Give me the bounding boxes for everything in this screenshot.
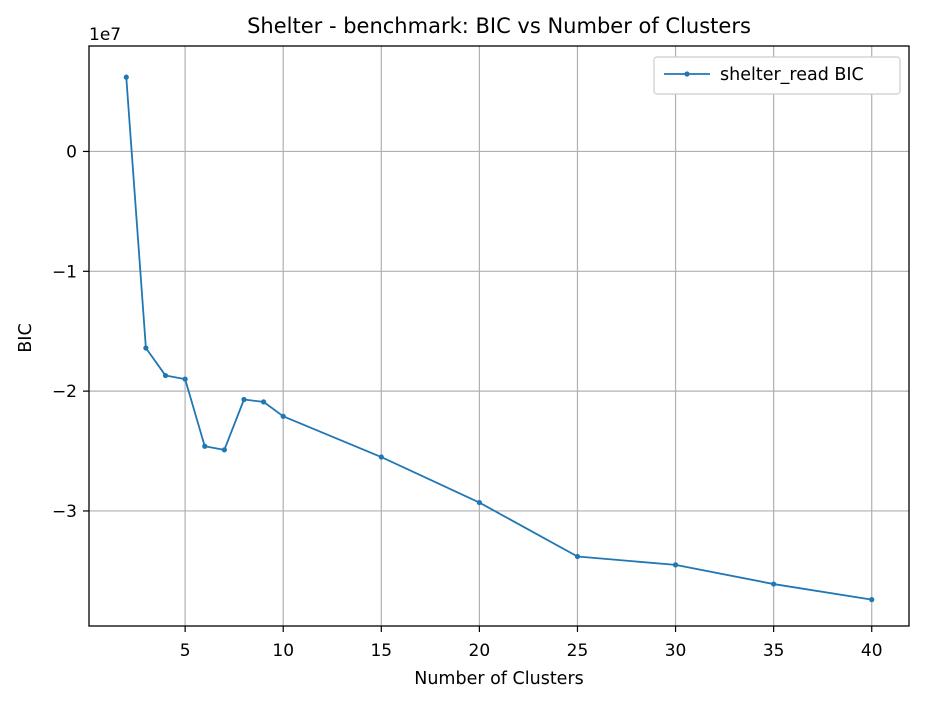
data-point [123, 74, 129, 80]
data-point [143, 345, 149, 351]
data-point [476, 499, 482, 506]
chart-title: Shelter - benchmark: BIC vs Number of Cl… [247, 14, 751, 38]
legend-box [653, 56, 901, 95]
data-point [378, 454, 384, 460]
x-tick-label: 20 [469, 641, 491, 661]
y-tick-label: 0 [66, 142, 77, 162]
data-point [202, 443, 208, 449]
data-point [221, 447, 227, 453]
data-point [280, 413, 286, 419]
data-point [162, 372, 169, 379]
y-offset-label: 1e7 [89, 25, 121, 45]
series [123, 74, 875, 603]
legend-label: shelter_read BIC [720, 65, 864, 85]
data-point [869, 597, 875, 603]
x-tick-label: 40 [861, 641, 883, 661]
x-tick-label: 15 [370, 641, 392, 661]
data-point [574, 553, 581, 560]
x-axis-ticks: 5 10 15 20 25 30 35 40 [180, 626, 883, 661]
grid [89, 46, 909, 626]
x-tick-label: 35 [763, 641, 785, 661]
data-point [182, 376, 188, 382]
data-point [672, 562, 679, 568]
y-tick-label: −3 [52, 502, 77, 522]
legend: shelter_read BIC [653, 56, 901, 95]
x-tick-label: 10 [272, 641, 294, 661]
y-axis-ticks: 0 −1 −2 −3 [52, 142, 89, 522]
y-tick-label: −1 [52, 262, 77, 282]
x-tick-label: 30 [665, 641, 687, 661]
x-tick-label: 25 [567, 641, 589, 661]
data-point [771, 581, 777, 587]
y-tick-label: −2 [52, 382, 77, 402]
y-axis-label: BIC [16, 323, 36, 352]
legend-marker-swatch [684, 71, 690, 77]
x-tick-label: 5 [180, 641, 191, 661]
series-line [125, 77, 872, 601]
data-point [241, 396, 247, 403]
x-axis-label: Number of Clusters [414, 669, 584, 689]
data-point [260, 399, 267, 405]
plot-frame [88, 45, 910, 627]
